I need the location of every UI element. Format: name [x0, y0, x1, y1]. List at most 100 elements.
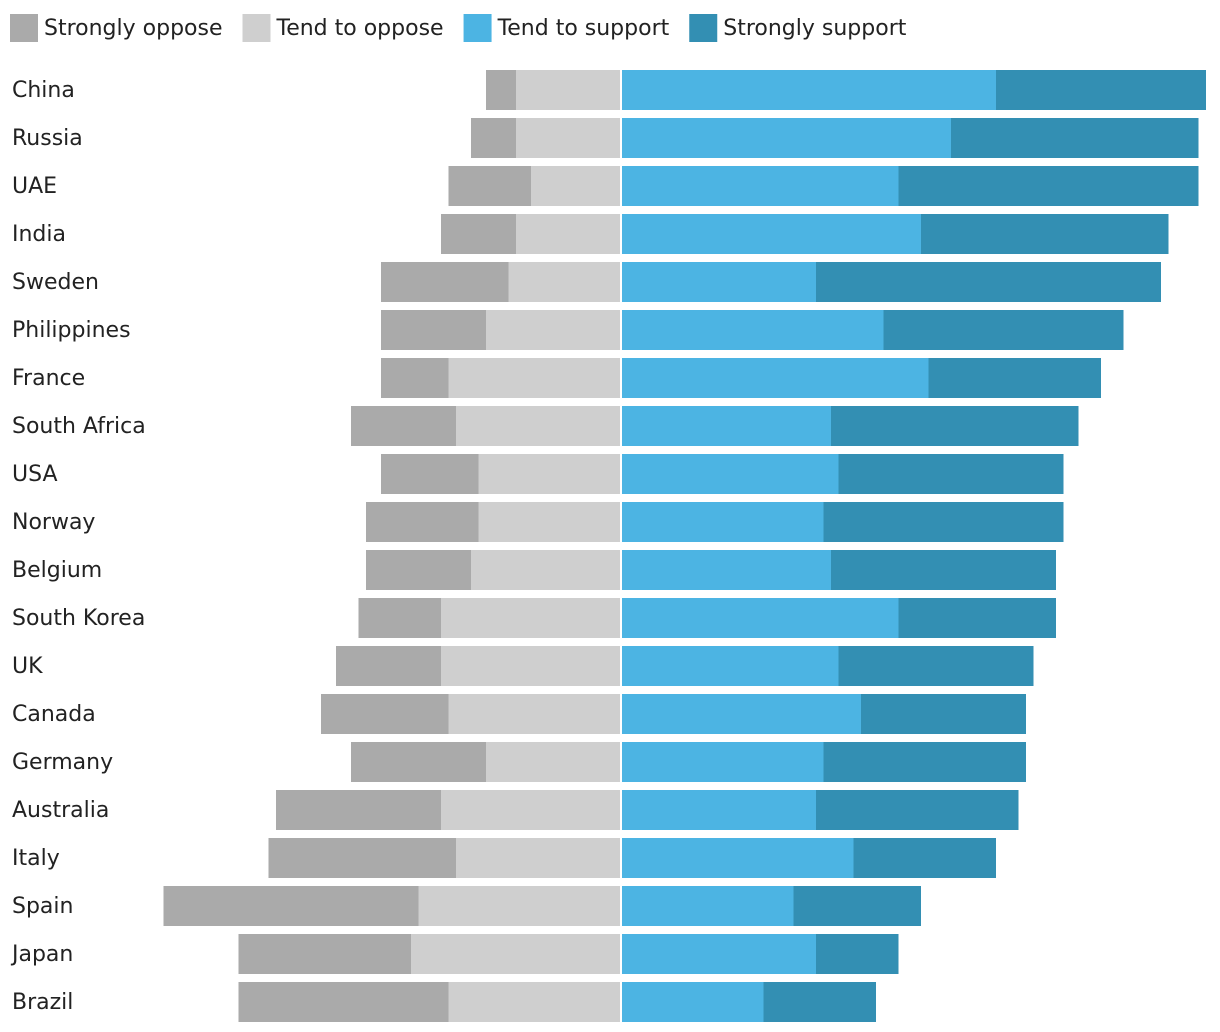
category-label: South Africa [12, 414, 146, 439]
category-label: Spain [12, 894, 73, 919]
bar-segment [621, 70, 996, 110]
bar-segment [621, 646, 839, 686]
bar-segment [441, 790, 621, 830]
bar-segment [531, 166, 621, 206]
bar-segment [321, 694, 449, 734]
bar-segment [816, 934, 899, 974]
bar-segment [951, 118, 1199, 158]
bar-segment [823, 742, 1026, 782]
bar-segment [448, 358, 621, 398]
bar-segment [238, 982, 449, 1022]
bar-segment [381, 454, 479, 494]
bar-segment [441, 214, 516, 254]
category-label: Germany [12, 750, 113, 775]
bar-segment [621, 454, 839, 494]
category-label: South Korea [12, 606, 145, 631]
bar-segment [471, 550, 621, 590]
bar-segment [441, 598, 621, 638]
legend-swatch [463, 14, 492, 42]
bar-segment [621, 742, 824, 782]
bar-segment [621, 838, 854, 878]
bar-segment [621, 550, 831, 590]
bar-segment [381, 262, 509, 302]
bar-segment [621, 406, 831, 446]
bar-segment [418, 886, 621, 926]
bar-segment [838, 646, 1034, 686]
category-label: Italy [12, 846, 60, 871]
bar-segment [456, 838, 621, 878]
bar-segment [516, 70, 621, 110]
bar-segment [831, 406, 1079, 446]
bar-segment [621, 358, 929, 398]
bar-segment [486, 70, 516, 110]
category-label: Brazil [12, 990, 73, 1015]
category-label: Norway [12, 510, 95, 535]
category-label: Canada [12, 702, 96, 727]
bar-segment [448, 694, 621, 734]
bar-segment [621, 598, 899, 638]
bar-segment [763, 982, 876, 1022]
bar-segment [621, 166, 899, 206]
bar-segment [921, 214, 1169, 254]
category-label: India [12, 222, 66, 247]
legend-swatch [689, 14, 718, 42]
legend-swatch [10, 14, 38, 42]
category-label: Sweden [12, 270, 99, 295]
bar-segment [516, 118, 621, 158]
category-label: Russia [12, 126, 83, 151]
bar-segment [516, 214, 621, 254]
category-label: France [12, 366, 85, 391]
bar-segment [456, 406, 621, 446]
bar-segment [381, 310, 486, 350]
legend-swatch [242, 14, 271, 42]
bar-segment [621, 118, 951, 158]
bar-segment [381, 358, 449, 398]
bar-segment [831, 550, 1056, 590]
bar-segment [366, 502, 479, 542]
bar-segment [861, 694, 1026, 734]
bar-segment [621, 982, 764, 1022]
legend-label: Tend to support [497, 16, 670, 41]
bar-segment [793, 886, 921, 926]
bar-segment [621, 262, 816, 302]
category-label: Philippines [12, 318, 131, 343]
bar-segment [816, 790, 1019, 830]
bar-segment [883, 310, 1124, 350]
bar-segment [853, 838, 996, 878]
bar-segment [276, 790, 441, 830]
bar-segment [441, 646, 621, 686]
legend-label: Strongly support [723, 16, 906, 41]
bar-segment [621, 934, 816, 974]
bar-segment [898, 598, 1056, 638]
bar-segment [478, 502, 621, 542]
bar-segment [621, 790, 816, 830]
legend-label: Tend to oppose [276, 16, 444, 41]
bar-segment [358, 598, 441, 638]
bar-segment [816, 262, 1161, 302]
bar-segment [351, 406, 456, 446]
bar-segment [621, 886, 794, 926]
category-label: USA [12, 462, 58, 487]
bar-segment [351, 742, 486, 782]
bar-segment [268, 838, 456, 878]
bar-segment [486, 310, 621, 350]
category-label: UK [12, 654, 43, 679]
bar-segment [478, 454, 621, 494]
bar-segment [508, 262, 621, 302]
bar-segment [448, 982, 621, 1022]
bar-segment [823, 502, 1064, 542]
legend-label: Strongly oppose [44, 16, 223, 41]
category-label: China [12, 78, 75, 103]
bar-segment [486, 742, 621, 782]
bar-segment [621, 310, 884, 350]
bar-segment [411, 934, 621, 974]
bar-segment [621, 214, 921, 254]
bar-segment [366, 550, 471, 590]
bar-segment [996, 70, 1206, 110]
category-label: Belgium [12, 558, 102, 583]
bar-segment [838, 454, 1064, 494]
bar-segment [238, 934, 411, 974]
bar-segment [928, 358, 1101, 398]
bar-segment [448, 166, 531, 206]
category-label: Japan [10, 942, 73, 967]
